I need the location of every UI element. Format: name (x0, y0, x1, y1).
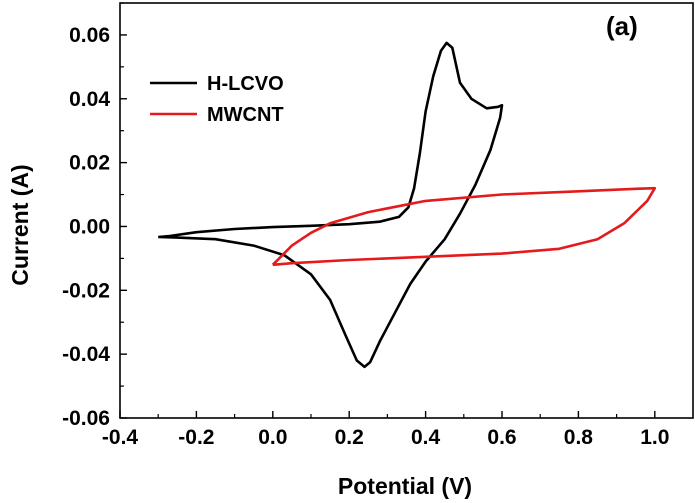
x-tick-label: -0.2 (178, 426, 214, 449)
x-tick-label: 1.0 (640, 426, 669, 449)
panel-label: (a) (606, 11, 638, 41)
x-tick-label: 0.0 (258, 426, 287, 449)
legend: H-LCVO MWCNT (150, 73, 284, 126)
y-tick-label: 0.06 (69, 24, 110, 47)
y-tick-label: -0.02 (62, 279, 110, 302)
x-tick-label: 0.6 (487, 426, 516, 449)
x-axis-title: Potential (V) (338, 473, 472, 499)
x-tick-label: 0.2 (335, 426, 364, 449)
legend-label: H-LCVO (207, 73, 284, 95)
x-tick-label: 0.4 (411, 426, 441, 449)
plot-frame (119, 2, 694, 419)
axes: -0.4 -0.2 0.0 0.2 0.4 0.6 0.8 1.0 -0.06 -0.04 -0.0… (62, 2, 694, 449)
plot-area (158, 41, 657, 369)
x-tick-label: -0.4 (102, 426, 139, 449)
y-tick-label: -0.06 (62, 407, 110, 430)
y-tick-label: -0.04 (62, 343, 110, 366)
legend-label: MWCNT (207, 104, 284, 126)
series-line-h-lcvo (158, 41, 504, 369)
y-axis-title: Current (A) (7, 164, 33, 285)
y-tick-label: 0.00 (69, 215, 110, 238)
y-tick-label: 0.04 (69, 88, 110, 111)
y-tick-label: 0.02 (69, 152, 110, 175)
series-line-mwcnt (271, 186, 657, 267)
x-tick-label: 0.8 (564, 426, 594, 449)
